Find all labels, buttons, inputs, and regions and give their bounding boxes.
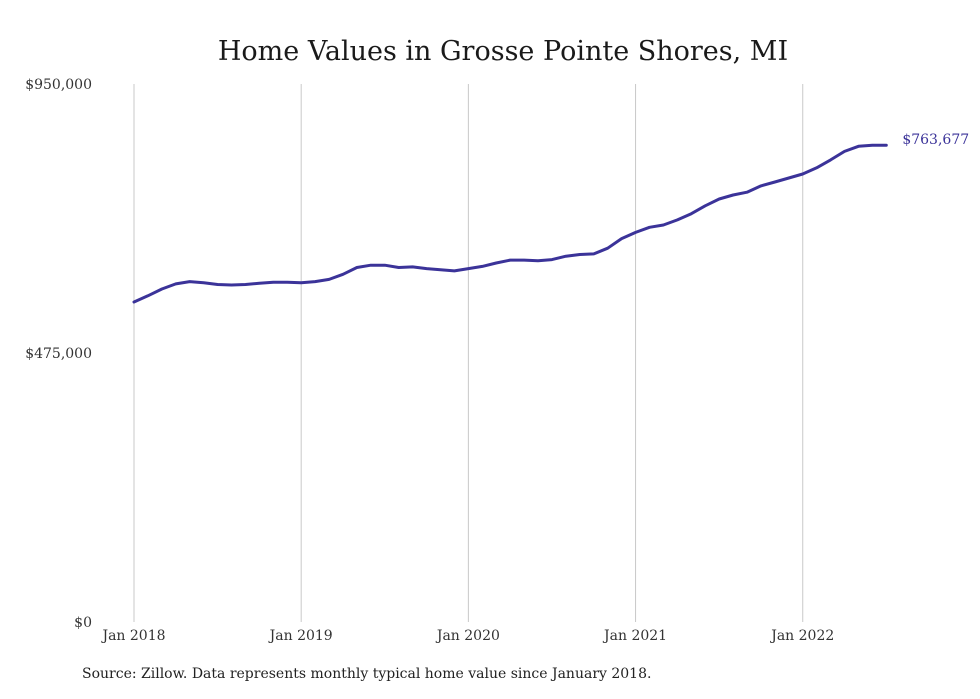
end-value-label: $763,677 [902, 132, 969, 148]
y-tick-label: $0 [74, 615, 92, 631]
x-tick-label: Jan 2019 [268, 628, 333, 644]
source-note: Source: Zillow. Data represents monthly … [82, 666, 652, 682]
gridlines [133, 84, 804, 622]
series-line-home-value [132, 143, 888, 304]
x-tick-label: Jan 2021 [602, 628, 667, 644]
y-axis-ticks: $0 $475,000 $950,000 [25, 77, 92, 631]
y-tick-label: $950,000 [25, 77, 92, 93]
x-tick-label: Jan 2020 [435, 628, 500, 644]
y-tick-label: $475,000 [25, 346, 92, 362]
x-tick-label: Jan 2022 [769, 628, 834, 644]
x-axis-ticks: Jan 2018 Jan 2019 Jan 2020 Jan 2021 Jan 2022 [100, 628, 834, 644]
chart-title: Home Values in Grosse Pointe Shores, MI [218, 36, 788, 67]
x-tick-label: Jan 2018 [100, 628, 165, 644]
